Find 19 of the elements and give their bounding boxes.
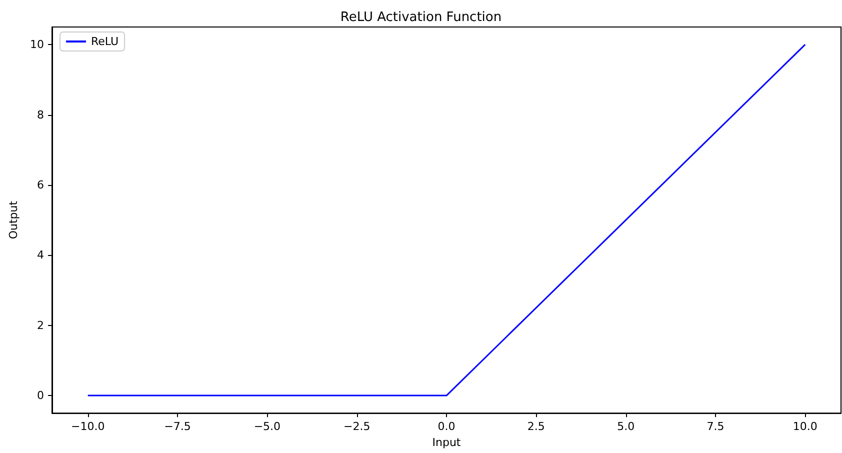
x-tick-label: 5.0 (617, 420, 635, 434)
y-tick-label: 4 (37, 248, 44, 262)
y-tick-label: 8 (37, 108, 44, 122)
y-tick-label: 2 (37, 318, 44, 332)
x-tick-label: −2.5 (343, 420, 370, 434)
x-tick-label: 0.0 (438, 420, 456, 434)
x-tick-label: −10.0 (71, 420, 105, 434)
x-tick-label: −5.0 (254, 420, 281, 434)
legend-label: ReLU (91, 35, 119, 48)
y-axis-title: Output (7, 200, 20, 240)
x-tick-label: −7.5 (164, 420, 191, 434)
y-tick-label: 0 (37, 389, 44, 402)
x-axis-title: Input (432, 436, 462, 449)
x-tick-label: 2.5 (527, 420, 545, 434)
x-tick-label: 7.5 (706, 420, 724, 434)
chart-title: ReLU Activation Function (340, 10, 502, 25)
y-tick-label: 10 (30, 38, 44, 52)
y-tick-label: 6 (37, 178, 44, 192)
x-tick-label: 10.0 (792, 420, 818, 434)
